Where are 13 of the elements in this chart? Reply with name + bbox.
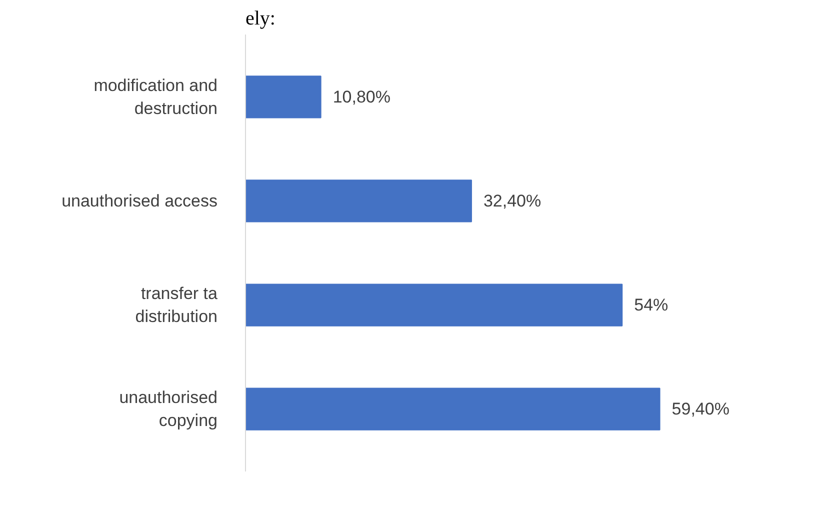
y-tick-label: transfer ta distribution: [135, 284, 218, 326]
data-label: 10,80%: [332, 87, 390, 106]
y-tick-label: modification and destruction: [94, 76, 218, 118]
y-tick-label: unauthorised access: [62, 191, 218, 210]
data-label: 32,40%: [483, 191, 542, 210]
data-label: 54%: [634, 296, 668, 315]
bar: [246, 284, 623, 326]
bar: [246, 76, 322, 118]
data-label: 59,40%: [672, 400, 730, 419]
y-tick-label: unauthorised copying: [119, 388, 218, 430]
bar: [246, 180, 472, 222]
bar: [246, 388, 660, 430]
text: ely:: [246, 8, 276, 30]
